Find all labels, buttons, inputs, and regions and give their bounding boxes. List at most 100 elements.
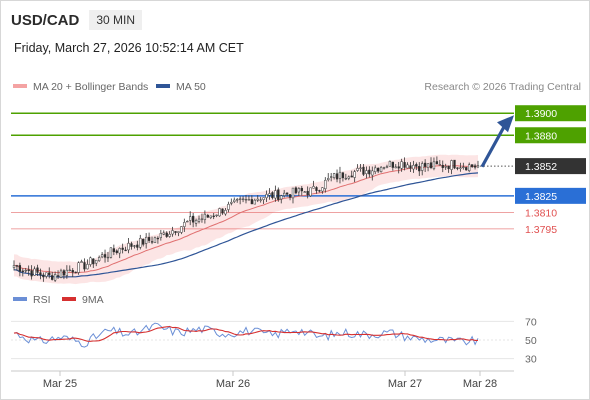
candle-body <box>36 267 39 273</box>
candle-body <box>327 178 330 181</box>
candle <box>86 259 89 270</box>
x-tick-label: Mar 27 <box>388 378 422 390</box>
candle <box>45 272 48 279</box>
candle <box>186 220 189 223</box>
rsi-line <box>13 322 479 348</box>
candle-body <box>98 257 101 261</box>
candle <box>344 173 348 181</box>
candle-body <box>362 166 365 175</box>
candle <box>144 233 148 249</box>
datetime-label: Friday, March 27, 2026 10:52:14 AM CET <box>14 41 244 55</box>
candle-body <box>247 199 251 201</box>
candle <box>327 173 330 182</box>
candle <box>209 215 212 220</box>
candle <box>59 268 63 279</box>
forecast-arrow <box>480 122 508 168</box>
level-tag-1.3880 <box>515 127 586 144</box>
candle <box>453 159 456 170</box>
candle-body <box>238 198 242 200</box>
candle-body <box>12 265 16 268</box>
candle <box>444 163 447 170</box>
candle <box>476 160 480 169</box>
candle-body <box>341 172 345 179</box>
candle-body <box>203 213 207 220</box>
candle <box>382 166 386 170</box>
candle-body <box>80 261 83 263</box>
candle <box>241 196 245 203</box>
candle-body <box>388 161 392 167</box>
candle <box>415 162 418 171</box>
candle-body <box>62 270 66 276</box>
candle-body <box>186 220 189 223</box>
candle-body <box>86 264 89 270</box>
candle-body <box>459 167 462 169</box>
candle <box>21 268 24 277</box>
ma20-legend-swatch <box>13 84 27 88</box>
rsi-ma-legend-label: 9MA <box>82 294 104 306</box>
candle-body <box>200 218 204 220</box>
candle-body <box>191 215 195 223</box>
candle <box>421 161 424 176</box>
source-label: Research © 2026 Trading Central <box>424 81 581 93</box>
candle <box>165 231 168 238</box>
candle <box>65 265 69 279</box>
candle <box>465 166 468 171</box>
candle-body <box>441 164 444 168</box>
candle <box>95 259 98 267</box>
candle <box>159 229 162 241</box>
candle-body <box>306 190 309 196</box>
candle-body <box>18 265 22 272</box>
candle-body <box>171 230 174 235</box>
candle <box>106 251 110 263</box>
candle-body <box>150 241 154 243</box>
candle-body <box>468 164 471 171</box>
candle <box>297 187 301 196</box>
candle <box>341 171 345 182</box>
bollinger-band <box>14 154 478 285</box>
candle <box>368 166 371 178</box>
x-tick-label: Mar 28 <box>463 378 497 390</box>
candle <box>130 241 133 250</box>
candle-body <box>400 161 403 169</box>
candle <box>230 198 233 206</box>
candle <box>359 163 362 172</box>
ma20-line <box>13 165 479 274</box>
candle-body <box>177 231 180 233</box>
candle <box>92 258 95 268</box>
candle-body <box>221 208 224 214</box>
candle-body <box>168 233 171 237</box>
candle <box>385 164 389 169</box>
candle <box>391 161 394 171</box>
candle <box>42 272 45 282</box>
candle-body <box>321 187 324 192</box>
candle-body <box>418 165 421 172</box>
candle <box>403 157 406 171</box>
candle-body <box>253 199 256 205</box>
candle <box>350 170 353 178</box>
candle <box>294 186 298 195</box>
candle <box>312 180 315 189</box>
candle <box>288 194 292 201</box>
candle <box>324 177 327 193</box>
candle <box>397 162 400 174</box>
candle-body <box>291 187 295 199</box>
candle <box>238 196 242 205</box>
candle <box>30 265 33 280</box>
forecast-arrow-head <box>497 115 514 133</box>
candle-body <box>156 237 160 240</box>
candle <box>262 197 265 205</box>
candle-body <box>121 247 124 250</box>
candle <box>36 264 39 277</box>
candle-body <box>27 269 30 271</box>
candle-body <box>89 257 92 265</box>
candle-body <box>159 233 162 238</box>
candle-body <box>77 262 80 273</box>
rsi-tick-label: 30 <box>525 354 537 366</box>
timeframe-button[interactable]: 30 MIN <box>89 10 143 30</box>
candle <box>227 201 230 213</box>
candle-body <box>465 167 468 171</box>
candle-body <box>115 250 118 253</box>
candle <box>300 186 303 196</box>
candle-body <box>189 216 192 221</box>
level-label-1.3825: 1.3825 <box>525 191 557 203</box>
